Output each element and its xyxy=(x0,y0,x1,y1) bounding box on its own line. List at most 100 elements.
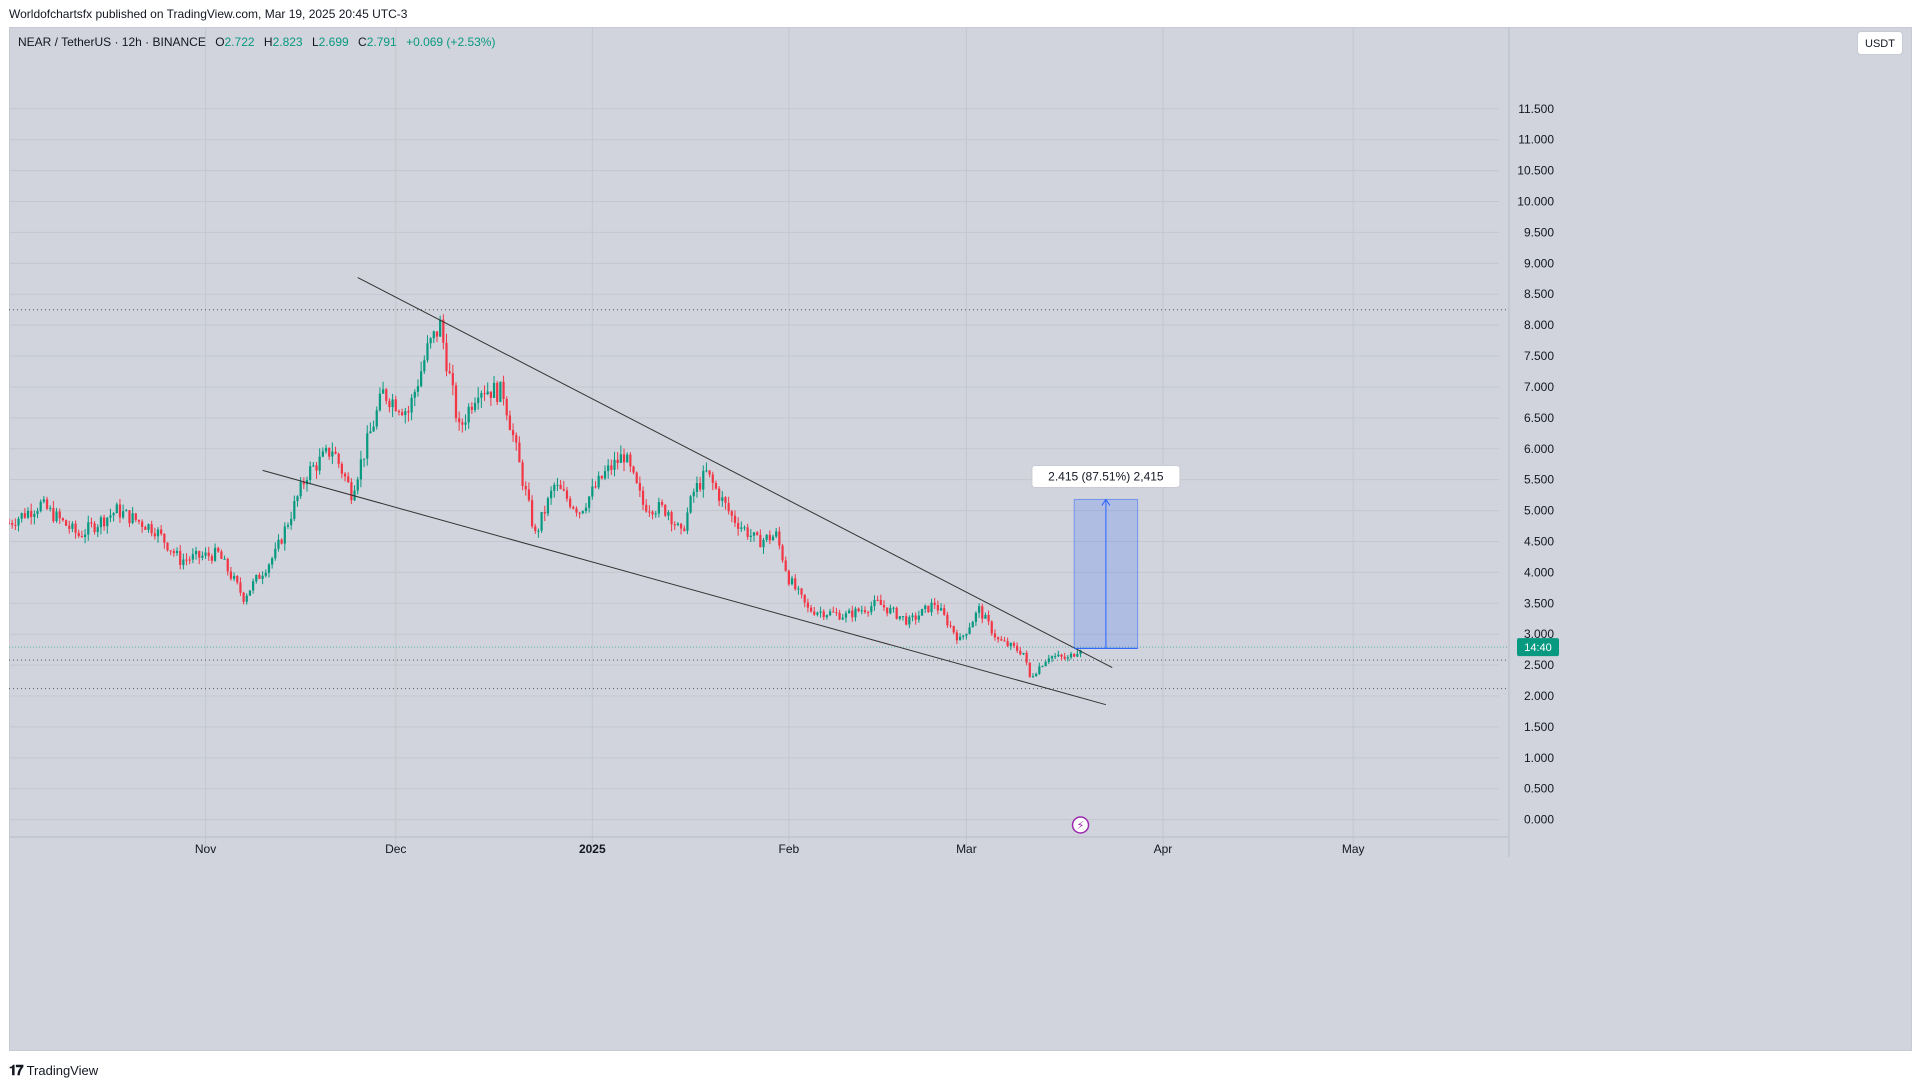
candle-body xyxy=(530,500,534,527)
candle-body xyxy=(429,338,432,344)
y-tick-label: 9.000 xyxy=(1524,256,1554,270)
candle-body xyxy=(692,491,695,497)
candle-body xyxy=(958,636,962,641)
y-tick-label: 7.000 xyxy=(1524,380,1554,394)
candle-body xyxy=(80,536,84,538)
x-tick-label: Apr xyxy=(1154,842,1173,856)
candle-body xyxy=(521,462,524,486)
chart-pane[interactable] xyxy=(9,27,1912,1051)
candle-body xyxy=(413,391,416,398)
candle-body xyxy=(410,397,413,413)
y-tick-label: 2.500 xyxy=(1524,658,1554,672)
candle-body xyxy=(232,576,236,579)
tradingview-logo[interactable]: 𝟏𝟕 TradingView xyxy=(9,1062,98,1079)
candle-body xyxy=(141,521,144,527)
price-chart[interactable]: 2.415 (87.51%) 2,415 0.000 0.500 1.000 1.50… xyxy=(9,27,1912,1051)
open-value: 2.722 xyxy=(224,35,255,49)
candle-body xyxy=(201,555,204,558)
candle-body xyxy=(743,527,746,529)
candle-body xyxy=(600,475,603,479)
price-badge-label: 14:40 xyxy=(1524,642,1552,654)
candle-body xyxy=(556,484,559,486)
candle-body xyxy=(271,558,274,565)
candle-body xyxy=(223,558,226,560)
candle-body xyxy=(803,594,806,603)
candle-body xyxy=(58,511,61,519)
candle-body xyxy=(870,606,873,613)
change-value: +0.069 (+2.53%) xyxy=(406,35,496,49)
candle-body xyxy=(905,616,908,625)
candle-body xyxy=(226,558,229,572)
candle-body xyxy=(594,486,597,488)
candle-body xyxy=(515,435,518,443)
candle-body xyxy=(77,532,80,537)
candle-body xyxy=(83,534,87,538)
symbol-name[interactable]: NEAR / TetherUS · 12h · BINANCE xyxy=(18,35,206,49)
candle-body xyxy=(432,331,435,339)
candle-body xyxy=(134,513,137,520)
candle-body xyxy=(470,406,473,410)
candle-body xyxy=(537,530,540,532)
symbol-legend[interactable]: NEAR / TetherUS · 12h · BINANCE O2.722 H… xyxy=(18,35,495,49)
candle-body xyxy=(974,612,978,622)
candle-body xyxy=(267,564,271,573)
candle-body xyxy=(150,524,153,534)
candle-body xyxy=(451,373,454,386)
candle-body xyxy=(93,523,96,533)
candle-body xyxy=(255,575,258,582)
candle-body xyxy=(328,447,331,457)
alert-icon[interactable]: ⚡ xyxy=(1071,816,1090,834)
candle-body xyxy=(381,389,385,394)
measure-arrow-head xyxy=(1101,498,1111,506)
close-value: 2.791 xyxy=(366,35,397,49)
x-tick-label: Feb xyxy=(779,842,800,856)
candle-body xyxy=(131,513,134,524)
candle-body xyxy=(99,517,103,528)
candle-body xyxy=(534,526,537,532)
candle-body xyxy=(676,523,680,526)
candle-body xyxy=(496,382,499,402)
candle-body xyxy=(388,400,391,408)
candle-body xyxy=(667,512,670,516)
candle-body xyxy=(730,511,733,516)
publisher-caption: Worldofchartsfx published on TradingView… xyxy=(9,7,408,21)
candle-body xyxy=(172,551,175,554)
x-tick-label: Dec xyxy=(385,842,406,856)
candle-body xyxy=(679,523,683,529)
y-tick-label: 8.000 xyxy=(1524,318,1554,332)
candle-body xyxy=(622,454,626,463)
candle-body xyxy=(236,576,239,583)
candle-body xyxy=(36,511,39,515)
trendline-upper xyxy=(357,277,1113,669)
candle-body xyxy=(420,371,423,387)
trendlines xyxy=(262,277,1113,706)
candle-body xyxy=(458,418,461,423)
candle-body xyxy=(651,511,654,515)
candle-body xyxy=(898,616,901,619)
candle-body xyxy=(664,504,667,516)
candle-body xyxy=(207,552,210,557)
candle-body xyxy=(832,611,835,613)
candle-body xyxy=(575,508,578,513)
candle-body xyxy=(261,575,264,579)
candle-body xyxy=(49,507,52,509)
y-tick-label: 3.000 xyxy=(1524,627,1554,641)
candle-body xyxy=(1025,652,1028,663)
candle-body xyxy=(118,504,122,518)
candle-body xyxy=(217,547,220,552)
candle-body xyxy=(657,502,661,514)
candle-body xyxy=(55,511,58,522)
time-axis: Nov Dec 2025 Feb Mar Apr May xyxy=(9,836,1509,856)
candle-body xyxy=(733,515,737,523)
candle-body xyxy=(191,554,194,560)
candle-body xyxy=(102,517,106,527)
currency-button[interactable]: USDT xyxy=(1857,31,1903,55)
x-tick-label: Mar xyxy=(956,842,977,856)
candle-body xyxy=(645,504,648,512)
candle-body xyxy=(153,533,156,537)
candle-body xyxy=(26,510,30,518)
candle-body xyxy=(543,512,546,514)
candle-body xyxy=(895,607,898,619)
measure-label: 2.415 (87.51%) 2,415 xyxy=(1048,469,1164,483)
candle-body xyxy=(851,610,854,618)
